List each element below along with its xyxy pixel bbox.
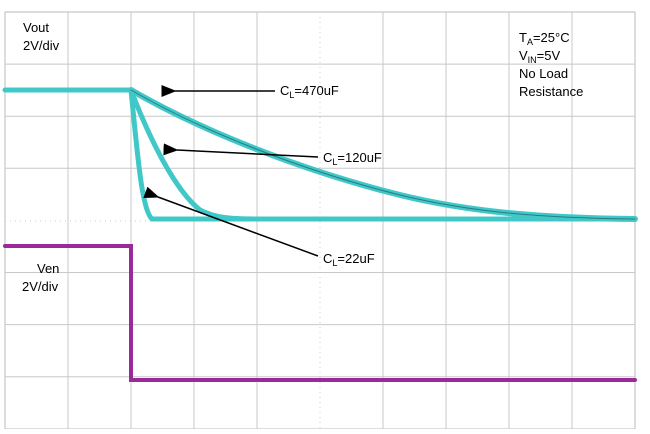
arrows [143,85,319,257]
curve-label: CL=120uF [323,150,382,167]
vin-label: VIN=5V [519,48,560,65]
ven-label: Ven [37,261,59,276]
vout-22uf [2,87,638,222]
vout-scale: 2V/div [23,38,60,53]
vout-120uf [128,87,263,222]
ven-trace [3,244,637,382]
ta-label: TA=25°C [519,30,570,47]
vout-label: Vout [23,20,49,35]
ven-scale: 2V/div [22,279,59,294]
resistance-label: Resistance [519,84,583,99]
load-label: No Load [519,66,568,81]
grid [4,11,636,430]
traces [2,87,638,382]
curve-label: CL=470uF [280,83,339,100]
vout-470uf-edge [130,89,636,220]
curve-label: CL=22uF [323,251,375,268]
